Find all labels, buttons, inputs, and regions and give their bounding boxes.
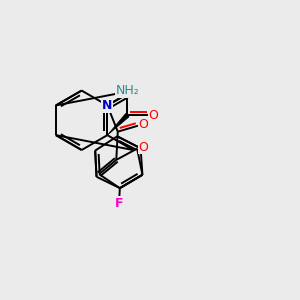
Text: O: O [138,118,148,131]
Text: O: O [139,141,148,154]
Text: O: O [148,109,158,122]
Text: F: F [115,197,124,210]
Text: N: N [102,99,112,112]
Polygon shape [107,113,129,135]
Text: NH₂: NH₂ [116,84,139,97]
